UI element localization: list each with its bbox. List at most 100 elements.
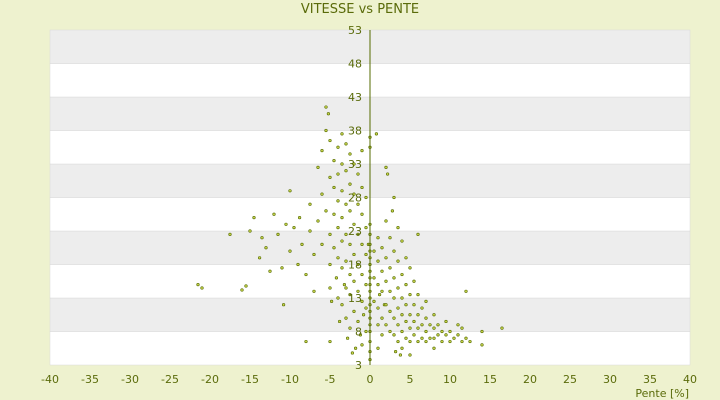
data-point <box>348 242 352 246</box>
data-point <box>356 319 360 324</box>
data-point <box>420 306 424 310</box>
x-tick-label: -35 <box>81 373 99 386</box>
data-point <box>358 333 363 337</box>
data-point <box>468 339 472 344</box>
data-point <box>436 333 440 337</box>
y-tick-label: 18 <box>348 259 362 272</box>
data-point <box>376 236 380 240</box>
data-point <box>344 142 348 146</box>
data-point <box>336 226 340 230</box>
data-point <box>248 229 252 233</box>
data-point <box>388 266 392 270</box>
data-point <box>340 216 344 220</box>
data-point <box>196 283 200 287</box>
data-point <box>392 296 396 300</box>
data-point <box>396 339 400 344</box>
data-point <box>356 172 360 176</box>
data-point <box>342 283 347 287</box>
data-point <box>344 316 348 320</box>
data-point <box>344 286 348 290</box>
data-point <box>396 306 400 310</box>
data-point <box>404 319 408 324</box>
data-point <box>424 329 428 334</box>
x-tick-label: 15 <box>483 373 497 386</box>
data-point <box>352 192 356 196</box>
data-point <box>400 272 404 277</box>
data-point <box>404 303 408 307</box>
data-point <box>328 138 332 143</box>
data-point <box>308 202 312 206</box>
x-tick-label: 10 <box>443 373 457 386</box>
data-point <box>332 212 336 216</box>
data-point <box>412 319 416 324</box>
data-point <box>324 209 328 213</box>
data-point <box>328 175 332 179</box>
data-point <box>328 232 332 236</box>
data-point <box>390 209 395 213</box>
data-point <box>348 182 352 186</box>
data-point <box>360 242 364 246</box>
data-point <box>332 159 336 163</box>
data-point <box>300 242 304 246</box>
data-point <box>340 162 344 166</box>
data-point <box>408 293 412 297</box>
data-point <box>312 289 316 293</box>
data-point <box>408 313 412 317</box>
data-point <box>348 272 352 277</box>
data-point <box>280 266 284 270</box>
data-point <box>416 232 420 236</box>
data-point <box>352 279 356 283</box>
data-point <box>420 336 424 340</box>
data-point <box>398 353 403 357</box>
data-point <box>344 259 348 263</box>
data-point <box>340 266 344 270</box>
data-point <box>380 289 384 293</box>
data-point <box>456 333 460 337</box>
data-point <box>404 256 408 260</box>
data-point <box>378 293 382 297</box>
data-point <box>312 252 316 257</box>
data-point <box>276 232 280 236</box>
data-point <box>292 226 296 230</box>
data-point <box>352 309 356 314</box>
data-point <box>404 336 408 340</box>
y-tick-label: 28 <box>348 192 362 205</box>
data-point <box>428 336 432 340</box>
data-point <box>424 316 428 320</box>
data-point <box>392 249 396 253</box>
data-point <box>324 105 328 109</box>
x-tick-label: 5 <box>407 373 414 386</box>
x-tick-label: 35 <box>643 373 657 386</box>
data-point <box>284 222 288 226</box>
data-point <box>340 239 344 243</box>
data-point <box>328 339 332 344</box>
data-point <box>428 323 432 327</box>
data-point <box>272 212 276 216</box>
data-point <box>364 306 368 310</box>
data-point <box>304 272 308 277</box>
data-point <box>334 276 339 280</box>
data-point <box>440 329 444 334</box>
data-point <box>244 284 248 288</box>
data-point <box>360 272 364 277</box>
data-point <box>320 242 324 246</box>
data-point <box>316 219 320 223</box>
x-tick-label: -15 <box>241 373 259 386</box>
data-point <box>304 339 308 344</box>
data-point <box>376 306 380 310</box>
data-point <box>416 293 420 297</box>
data-point <box>344 169 348 173</box>
data-point <box>364 252 368 257</box>
data-point <box>376 346 380 350</box>
data-point <box>336 296 340 300</box>
x-tick-labels: -40 -35 -30 -25 -20 -15 -10 -5 0 5 10 15 20 25 30 35 40 <box>41 373 697 386</box>
data-point <box>436 323 440 327</box>
data-point <box>384 279 388 283</box>
data-point <box>360 299 364 303</box>
y-tick-label: 3 <box>355 359 362 372</box>
data-point <box>308 229 312 233</box>
data-point <box>408 353 412 357</box>
x-tick-label: 0 <box>367 373 374 386</box>
data-point <box>372 299 376 303</box>
data-point <box>400 313 404 317</box>
